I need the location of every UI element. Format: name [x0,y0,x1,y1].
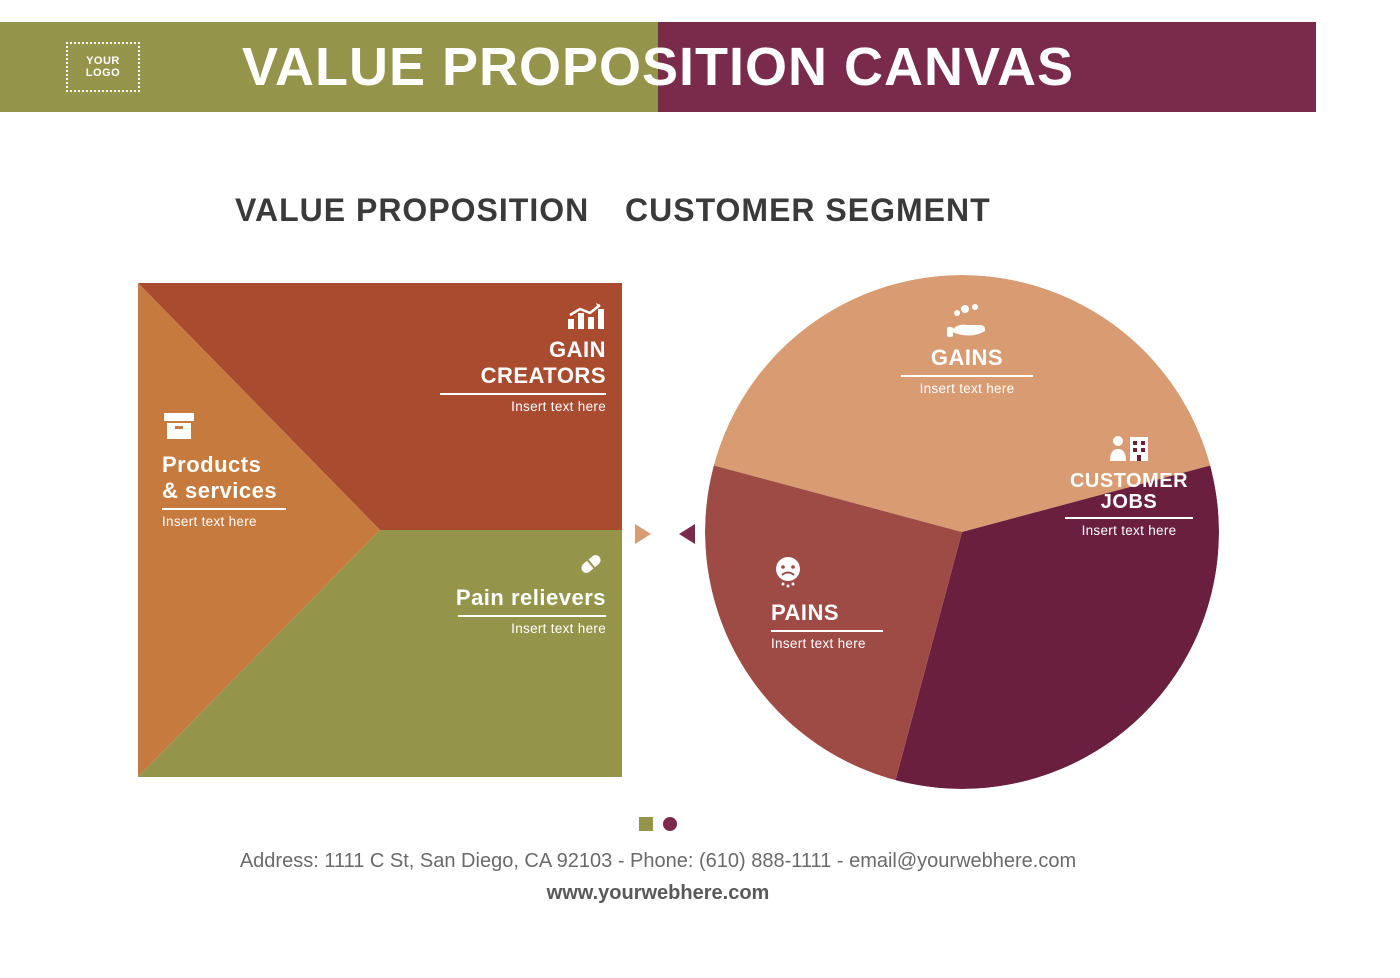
products-services-placeholder: Insert text here [162,514,302,529]
pain-relievers-title: Pain relievers [454,585,606,611]
rule [440,393,606,395]
sick-face-icon [771,555,901,594]
gain-creators-placeholder: Insert text here [436,399,606,414]
pains-placeholder: Insert text here [771,636,901,651]
rule [458,615,606,617]
rule [901,375,1033,377]
gain-creators-title: GAIN CREATORS [436,337,606,389]
pager-circle-icon [663,817,677,831]
customer-jobs-label: CUSTOMERJOBS Insert text here [1059,433,1199,538]
gains-title: GAINS [897,345,1037,371]
person-building-icon [1059,433,1199,465]
pager-indicators [0,817,1316,831]
products-services-label: Products& services Insert text here [162,411,302,529]
bar-chart-up-icon [436,301,606,331]
pager-square-icon [639,817,653,831]
customer-jobs-title: CUSTOMERJOBS [1059,471,1199,513]
page-title: VALUE PROPOSITION CANVAS [0,22,1316,112]
pain-relievers-placeholder: Insert text here [454,621,606,636]
customer-jobs-placeholder: Insert text here [1059,523,1199,538]
archive-box-icon [162,411,302,446]
hand-coins-icon [897,303,1037,339]
gains-label: GAINS Insert text here [897,303,1037,396]
arrow-left-icon [679,524,695,544]
value-proposition-title: VALUE PROPOSITION [235,192,589,229]
footer-website: www.yourwebhere.com [0,882,1316,905]
connector-arrows [635,522,695,546]
rule [1065,517,1193,519]
pains-label: PAINS Insert text here [771,555,901,651]
gains-placeholder: Insert text here [897,381,1037,396]
pains-title: PAINS [771,600,901,626]
rule [771,630,883,632]
value-proposition-square: Products& services Insert text here GAIN… [138,283,622,777]
footer-contact-line: Address: 1111 C St, San Diego, CA 92103 … [0,850,1316,873]
pill-icon [454,549,606,579]
canvas-diagram: Products& services Insert text here GAIN… [138,275,1238,790]
customer-segment-title: CUSTOMER SEGMENT [625,192,991,229]
pain-relievers-label: Pain relievers Insert text here [454,549,606,636]
gain-creators-label: GAIN CREATORS Insert text here [436,301,606,414]
products-services-title: Products& services [162,452,302,504]
arrow-right-icon [635,524,651,544]
customer-segment-circle: GAINS Insert text here CUSTOMERJOBS Inse… [705,275,1219,789]
rule [162,508,286,510]
